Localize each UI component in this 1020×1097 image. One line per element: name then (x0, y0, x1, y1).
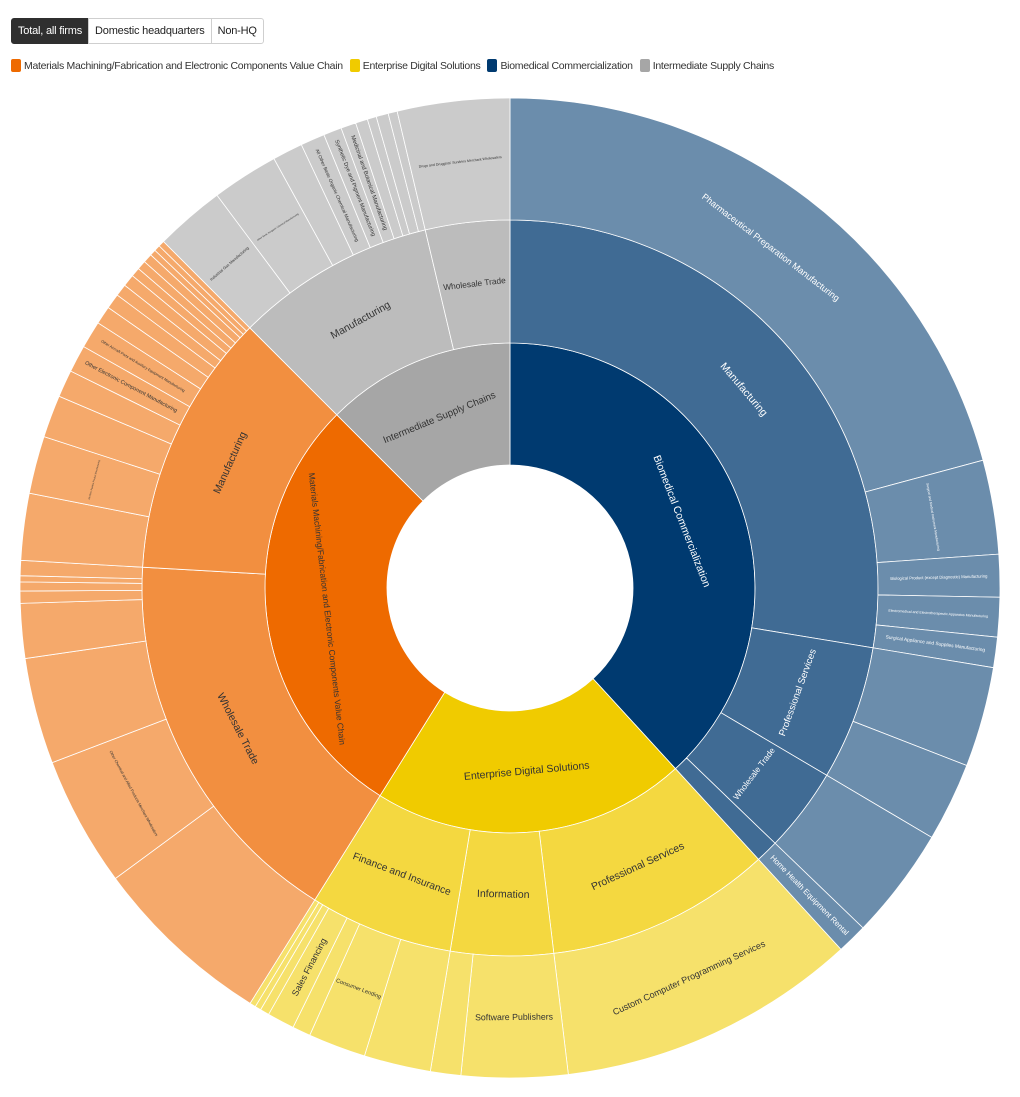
legend-label: Intermediate Supply Chains (652, 59, 775, 72)
sunburst-label-software-publishers: Software Publishers (475, 1012, 554, 1023)
tab-domestic-headquarters[interactable]: Domestic headquarters (88, 18, 212, 44)
legend-label: Materials Machining/Fabrication and Elec… (24, 59, 343, 72)
sunburst-segment-drugs-and-druggists-sundries-merchant-wholesalers[interactable] (396, 97, 511, 231)
legend: Materials Machining/Fabrication and Elec… (11, 59, 781, 72)
legend-item-materials[interactable]: Materials Machining/Fabrication and Elec… (11, 59, 343, 72)
tab-non-hq[interactable]: Non-HQ (210, 18, 264, 44)
sunburst-label-biological-product-except-diagnostic-manufacturing: Biological Product (except Diagnostic) M… (890, 573, 988, 580)
legend-item-biomedical[interactable]: Biomedical Commercialization (487, 59, 633, 72)
view-tabs: Total, all firms Domestic headquarters N… (11, 18, 264, 44)
legend-label: Enterprise Digital Solutions (362, 59, 481, 72)
sunburst-label-electromedical-and-electrotherapeutic-apparatus-manufacturing: Electromedical and Electrotherapeutic Ap… (888, 609, 988, 619)
legend-item-enterprise[interactable]: Enterprise Digital Solutions (349, 59, 481, 72)
legend-swatch (349, 59, 360, 72)
sunburst-label-information: Information (477, 888, 530, 901)
legend-item-intermediate[interactable]: Intermediate Supply Chains (639, 59, 775, 72)
sunburst-segment-pharmaceutical-preparation-manufacturing[interactable] (509, 97, 984, 493)
legend-swatch (11, 59, 21, 72)
tab-total-all-firms[interactable]: Total, all firms (11, 18, 90, 44)
legend-label: Biomedical Commercialization (500, 59, 633, 72)
legend-swatch (639, 59, 650, 72)
legend-swatch (487, 59, 498, 72)
